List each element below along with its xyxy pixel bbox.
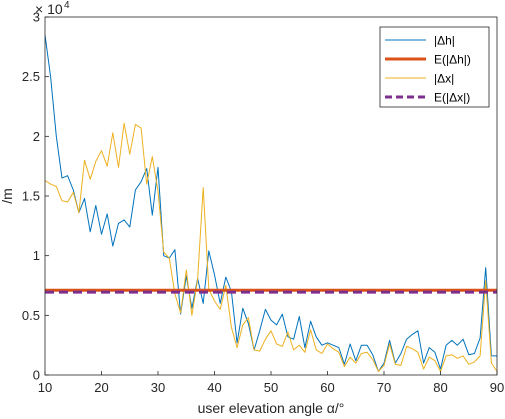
- y-tick-label: 0: [33, 368, 40, 383]
- x-tick-label: 80: [433, 380, 447, 395]
- y-tick-label: 2.5: [22, 69, 40, 84]
- y-tick-label: 1: [33, 248, 40, 263]
- x-tick-label: 40: [207, 380, 221, 395]
- x-axis: 10 20 30 40 50 60 70 80 90: [38, 371, 504, 395]
- y-exponent-power: 4: [64, 0, 70, 11]
- legend-label: E(|Δx|): [434, 91, 470, 105]
- y-tick-label: 0.5: [22, 308, 40, 323]
- y-tick-label: 3: [33, 10, 40, 25]
- x-tick-label: 20: [94, 380, 108, 395]
- legend-label: |Δh|: [434, 34, 455, 48]
- x-tick-label: 30: [151, 380, 165, 395]
- x-tick-label: 70: [377, 380, 391, 395]
- y-tick-label: 1.5: [22, 189, 40, 204]
- y-exponent-base: × 10: [35, 1, 63, 17]
- legend-label: |Δx|: [434, 72, 454, 86]
- x-axis-label: user elevation angle α/°: [198, 400, 345, 416]
- y-axis-label: /m: [0, 188, 15, 204]
- legend-items: |Δh| E(|Δh|) |Δx| E(|Δx|): [385, 34, 471, 105]
- y-axis: 0 0.5 1 1.5 2 2.5 3: [22, 10, 49, 383]
- series-layer: [45, 34, 497, 372]
- series-line: [45, 122, 497, 372]
- x-tick-label: 50: [264, 380, 278, 395]
- x-tick-label: 10: [38, 380, 52, 395]
- legend: |Δh| E(|Δh|) |Δx| E(|Δx|): [379, 26, 490, 108]
- y-tick-label: 2: [33, 129, 40, 144]
- legend-label: E(|Δh|): [434, 53, 471, 67]
- x-tick-label: 90: [490, 380, 504, 395]
- x-tick-label: 60: [320, 380, 334, 395]
- series-line: [45, 34, 497, 372]
